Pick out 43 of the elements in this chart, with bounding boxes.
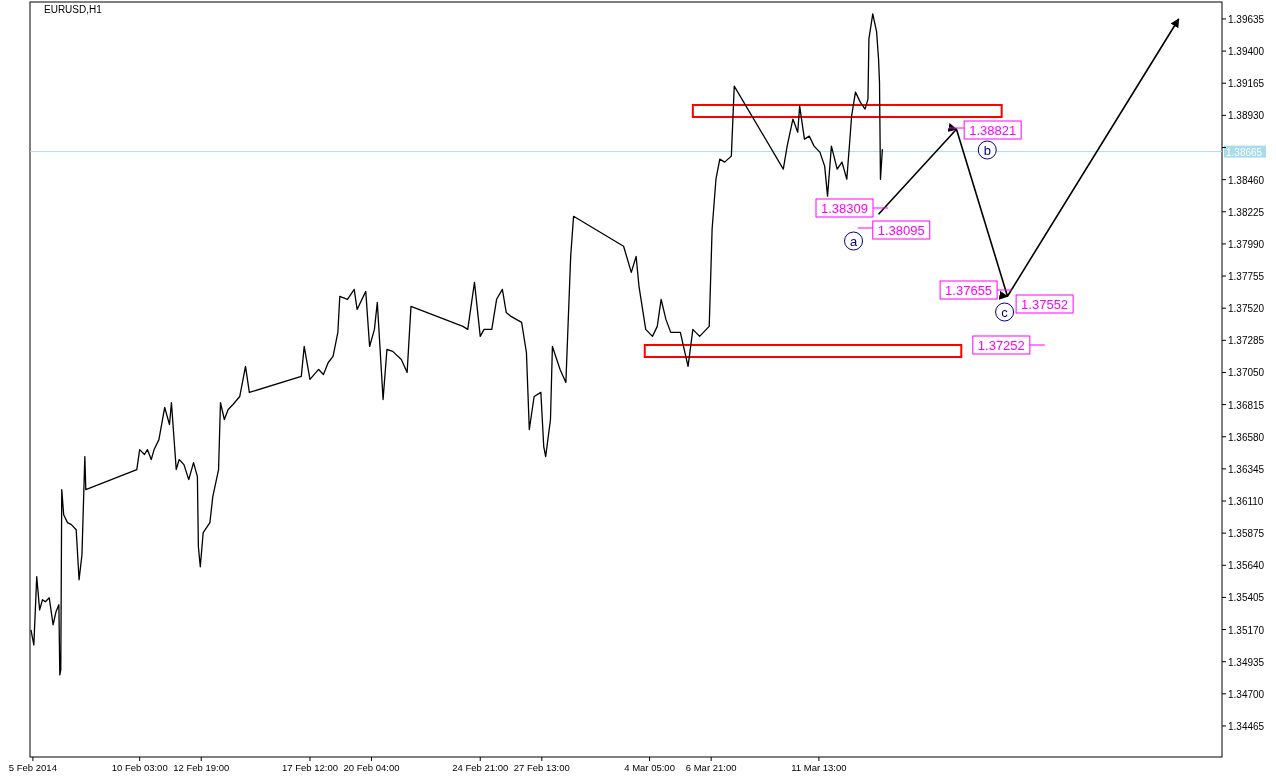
- y-tick-label: 1.35875: [1228, 528, 1265, 540]
- annotation: c: [1001, 305, 1009, 320]
- y-tick-label: 1.34700: [1228, 688, 1265, 700]
- chart-title: EURUSD,H1: [44, 4, 103, 15]
- annotation: 1.38095: [877, 223, 925, 238]
- x-tick-label: 5 Feb 2014: [8, 762, 57, 773]
- y-tick-label: 1.34935: [1228, 656, 1265, 668]
- y-tick-label: 1.37520: [1228, 303, 1265, 315]
- annotation: b: [983, 143, 991, 158]
- x-tick-label: 6 Mar 21:00: [685, 762, 737, 773]
- y-tick-label: 1.38930: [1228, 110, 1265, 122]
- y-tick-label: 1.35640: [1228, 560, 1265, 572]
- annotation: 1.38309: [821, 201, 869, 216]
- x-tick-label: 27 Feb 13:00: [513, 762, 570, 773]
- y-tick-label: 1.38225: [1228, 206, 1265, 218]
- y-tick-label: 1.34465: [1228, 720, 1265, 732]
- y-tick-label: 1.36345: [1228, 463, 1265, 475]
- x-tick-label: 11 Mar 13:00: [791, 762, 847, 773]
- y-tick-label: 1.35170: [1228, 624, 1265, 636]
- x-tick-label: 4 Mar 05:00: [624, 762, 675, 773]
- y-tick-label: 1.37990: [1228, 238, 1265, 250]
- y-tick-label: 1.36815: [1228, 399, 1265, 411]
- y-tick-label: 1.36580: [1228, 431, 1265, 443]
- y-tick-label: 1.37755: [1228, 271, 1265, 283]
- y-tick-label: 1.37050: [1228, 367, 1265, 379]
- x-tick-label: 17 Feb 12:00: [281, 762, 338, 773]
- y-tick-label: 1.39400: [1228, 46, 1265, 58]
- y-tick-label: 1.39635: [1228, 13, 1265, 25]
- x-tick-label: 12 Feb 19:00: [173, 762, 230, 773]
- annotation: 1.38821: [969, 123, 1017, 138]
- x-tick-label: 10 Feb 03:00: [111, 762, 168, 773]
- annotation: 1.37655: [945, 283, 993, 298]
- x-tick-label: 24 Feb 21:00: [452, 762, 509, 773]
- y-tick-label: 1.35405: [1228, 592, 1265, 604]
- annotation: 1.37552: [1021, 297, 1069, 312]
- ref-line-label: 1.38665: [1226, 146, 1263, 158]
- annotation: a: [849, 234, 858, 249]
- y-tick-label: 1.37285: [1228, 335, 1265, 347]
- x-tick-label: 20 Feb 04:00: [343, 762, 400, 773]
- annotation: 1.37252: [977, 338, 1025, 353]
- y-tick-label: 1.36110: [1228, 496, 1264, 507]
- y-tick-label: 1.38460: [1228, 174, 1265, 186]
- y-tick-label: 1.39165: [1228, 78, 1265, 90]
